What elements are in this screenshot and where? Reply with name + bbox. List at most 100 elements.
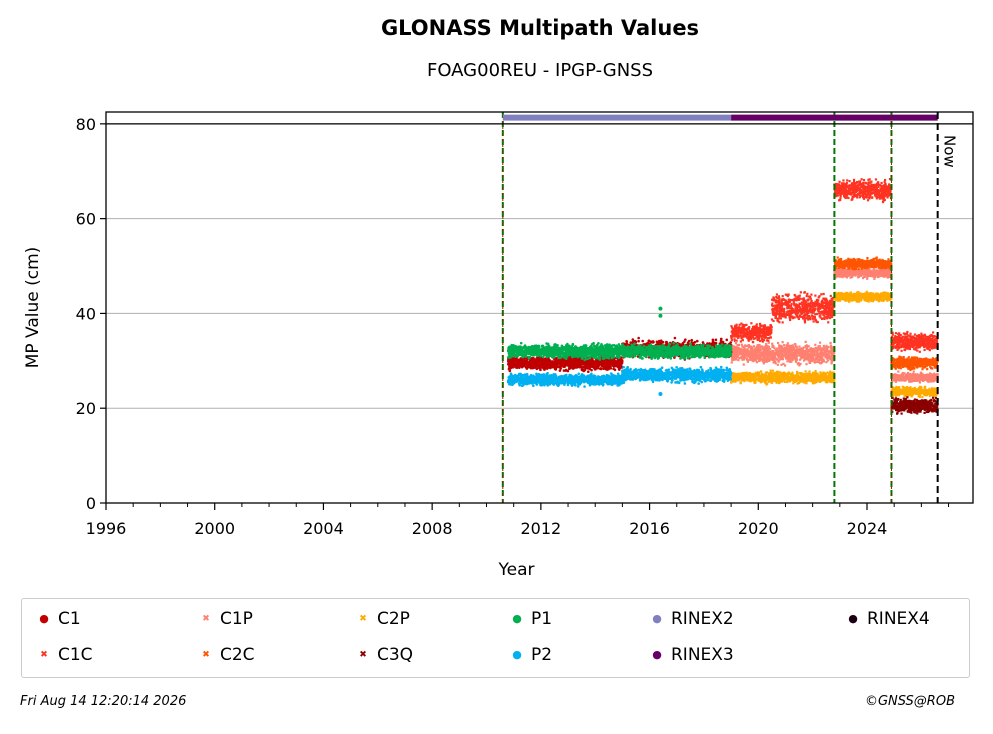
data-point — [874, 189, 877, 192]
data-point — [848, 260, 851, 263]
data-point — [742, 351, 745, 355]
data-point — [848, 266, 851, 269]
data-point — [814, 300, 817, 303]
data-point — [803, 313, 806, 316]
data-point — [807, 357, 810, 360]
data-point — [806, 350, 809, 353]
data-point — [911, 365, 914, 368]
data-point — [827, 346, 830, 349]
data-point — [853, 192, 856, 196]
data-point — [742, 335, 745, 338]
data-point — [825, 312, 828, 316]
data-point — [860, 185, 863, 188]
data-point — [752, 328, 755, 332]
data-point — [839, 198, 842, 202]
data-point — [847, 271, 850, 274]
data-point — [758, 343, 761, 347]
data-point — [901, 339, 904, 342]
series-c2p — [730, 290, 939, 399]
data-point — [817, 345, 820, 348]
data-point — [893, 358, 896, 361]
data-point — [768, 354, 771, 358]
data-point — [797, 317, 800, 320]
data-point — [920, 377, 923, 381]
data-point — [862, 181, 865, 185]
data-point — [866, 259, 869, 262]
data-point — [789, 318, 792, 322]
data-point — [887, 275, 890, 278]
data-point — [913, 333, 917, 336]
data-point — [774, 362, 777, 365]
data-point — [870, 183, 873, 186]
data-point — [776, 341, 780, 345]
data-point — [866, 199, 870, 202]
data-point — [855, 187, 859, 191]
data-point — [931, 338, 934, 341]
data-point — [827, 351, 830, 354]
data-point — [773, 359, 776, 363]
data-point — [907, 379, 911, 382]
data-point — [756, 326, 759, 329]
data-point — [752, 337, 755, 340]
data-point — [829, 294, 832, 298]
data-point — [864, 189, 867, 192]
data-point — [928, 346, 931, 349]
data-point — [881, 271, 884, 274]
data-point — [882, 184, 885, 188]
data-point — [776, 305, 779, 308]
data-point — [824, 299, 827, 302]
data-point — [848, 184, 851, 187]
data-point — [811, 303, 815, 306]
data-point — [766, 333, 769, 337]
data-point — [777, 319, 780, 323]
data-point — [749, 346, 752, 350]
data-point — [768, 331, 771, 334]
data-point — [774, 307, 777, 310]
data-point — [842, 193, 846, 196]
data-point — [809, 316, 812, 319]
data-point — [775, 306, 778, 309]
data-point — [754, 328, 757, 332]
data-point — [810, 354, 813, 358]
data-point — [847, 191, 850, 194]
data-point — [906, 330, 909, 334]
data-point — [901, 345, 904, 348]
data-point — [877, 191, 880, 194]
data-point — [766, 337, 770, 340]
data-point — [862, 192, 865, 195]
data-point — [830, 355, 833, 358]
data-point — [820, 352, 823, 355]
data-point — [761, 334, 764, 337]
data-point — [895, 360, 898, 363]
data-point — [799, 362, 802, 366]
data-point — [858, 262, 861, 265]
data-point — [861, 262, 864, 265]
data-point — [824, 311, 827, 315]
data-point — [881, 197, 884, 200]
data-point — [852, 178, 856, 181]
data-point — [870, 266, 873, 269]
data-point — [778, 348, 781, 351]
data-point — [864, 270, 867, 273]
data-point — [788, 304, 792, 307]
data-point — [917, 344, 921, 347]
data-point — [907, 341, 910, 344]
data-point — [861, 272, 864, 275]
data-point — [893, 375, 896, 379]
data-point — [845, 276, 849, 279]
data-point — [838, 267, 841, 270]
data-point — [855, 180, 859, 184]
data-point — [830, 307, 833, 310]
data-point — [753, 359, 756, 362]
data-point — [762, 334, 765, 337]
data-point — [788, 360, 791, 363]
data-point — [759, 335, 763, 338]
data-point — [850, 269, 853, 272]
data-point — [878, 193, 881, 196]
data-point — [923, 334, 927, 337]
data-point — [898, 361, 901, 364]
data-point — [786, 356, 789, 359]
data-point — [791, 317, 794, 320]
data-point — [770, 352, 773, 355]
data-point — [769, 326, 772, 330]
